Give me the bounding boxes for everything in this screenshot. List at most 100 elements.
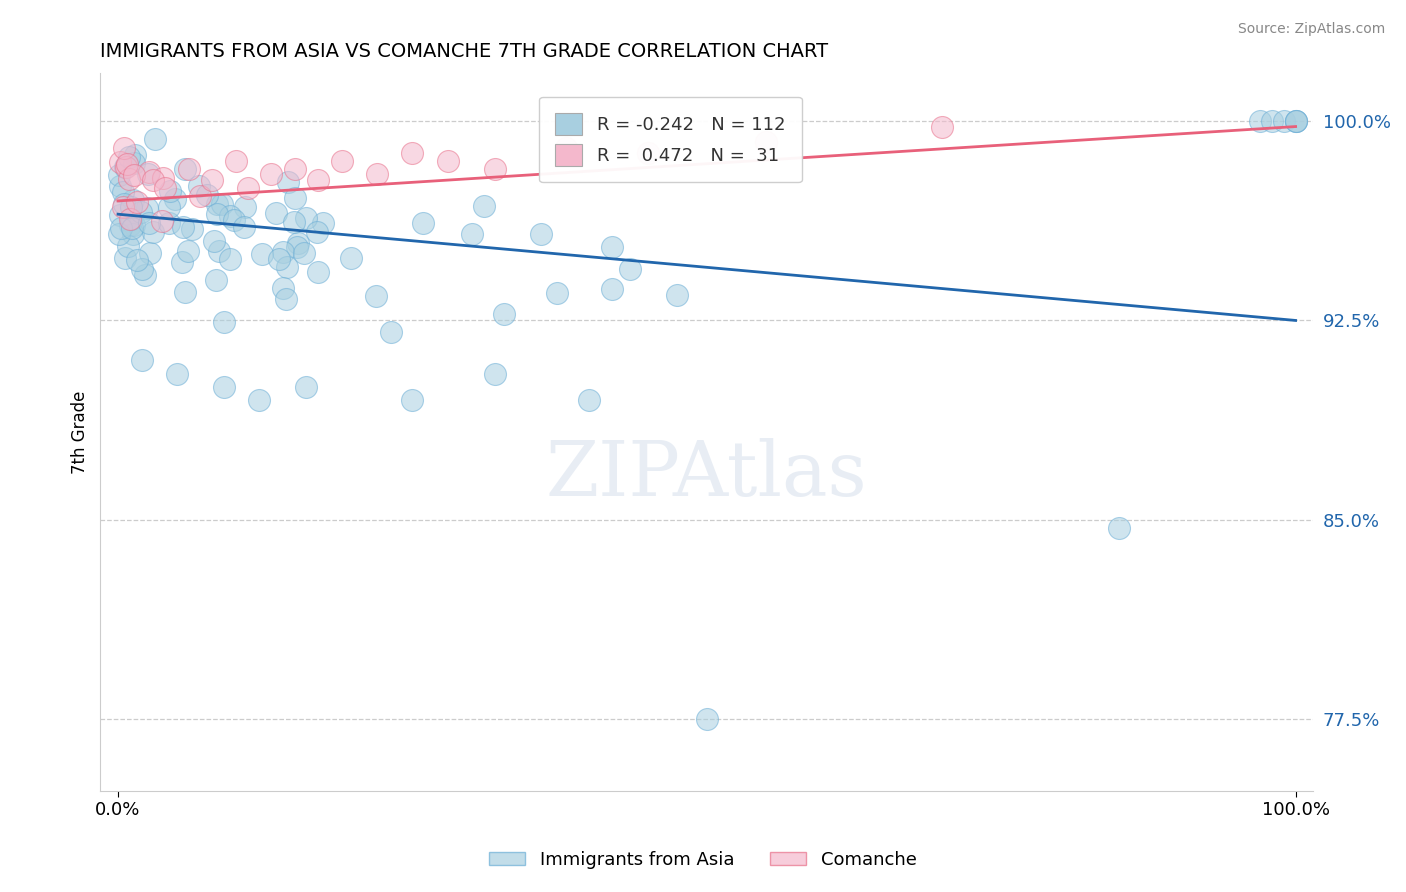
Point <box>218 252 240 266</box>
Point <box>131 262 153 277</box>
Point <box>131 204 153 219</box>
Point <box>134 268 156 282</box>
Point <box>307 172 329 186</box>
Point <box>1284 114 1306 128</box>
Point <box>380 325 402 339</box>
Point <box>619 262 641 277</box>
Point <box>138 164 160 178</box>
Point <box>578 393 600 408</box>
Point <box>110 221 132 235</box>
Point <box>207 196 229 211</box>
Point <box>177 244 200 258</box>
Point <box>195 188 218 202</box>
Point <box>285 240 308 254</box>
Point <box>108 155 131 169</box>
Point <box>218 209 240 223</box>
Point <box>554 141 576 155</box>
Point <box>114 161 136 175</box>
Point <box>187 179 209 194</box>
Point <box>273 281 295 295</box>
Y-axis label: 7th Grade: 7th Grade <box>72 391 89 474</box>
Point <box>136 201 159 215</box>
Point <box>150 213 173 227</box>
Point <box>142 172 165 186</box>
Point <box>117 172 139 186</box>
Point <box>159 184 181 198</box>
Point <box>366 167 388 181</box>
Point <box>121 227 143 241</box>
Point <box>120 212 142 227</box>
Point <box>138 216 160 230</box>
Point <box>174 161 197 176</box>
Legend: R = -0.242   N = 112, R =  0.472   N =  31: R = -0.242 N = 112, R = 0.472 N = 31 <box>538 97 801 182</box>
Point <box>1108 521 1130 535</box>
Point <box>127 252 149 267</box>
Point <box>166 367 188 381</box>
Point <box>412 216 434 230</box>
Point <box>931 120 953 134</box>
Point <box>122 156 145 170</box>
Point <box>212 380 235 394</box>
Point <box>1284 114 1306 128</box>
Point <box>600 282 623 296</box>
Point <box>276 260 298 274</box>
Point <box>484 367 506 381</box>
Point <box>1284 114 1306 128</box>
Point <box>308 265 330 279</box>
Text: ZIPAtlas: ZIPAtlas <box>546 438 868 512</box>
Point <box>208 244 231 258</box>
Point <box>108 169 131 183</box>
Point <box>260 167 283 181</box>
Point <box>125 195 148 210</box>
Point <box>461 227 484 241</box>
Point <box>224 213 246 227</box>
Point <box>307 225 329 239</box>
Point <box>136 167 159 181</box>
Point <box>1272 114 1295 128</box>
Point <box>108 178 131 193</box>
Point <box>107 227 129 242</box>
Point <box>108 208 131 222</box>
Point <box>177 162 200 177</box>
Point <box>157 200 180 214</box>
Point <box>181 222 204 236</box>
Point <box>121 221 143 235</box>
Point <box>115 160 138 174</box>
Point <box>250 246 273 260</box>
Point <box>153 180 176 194</box>
Point <box>484 162 506 177</box>
Point <box>111 201 134 215</box>
Point <box>277 175 299 189</box>
Point <box>401 393 423 408</box>
Point <box>190 188 212 202</box>
Point <box>666 287 689 301</box>
Point <box>225 154 247 169</box>
Point <box>233 200 256 214</box>
Point <box>311 215 333 229</box>
Point <box>267 252 290 267</box>
Point <box>283 215 305 229</box>
Point <box>637 146 659 161</box>
Point <box>366 289 388 303</box>
Point <box>114 251 136 265</box>
Point <box>112 197 135 211</box>
Point <box>170 255 193 269</box>
Point <box>236 180 259 194</box>
Point <box>276 292 298 306</box>
Point <box>205 207 228 221</box>
Point <box>202 234 225 248</box>
Point <box>201 172 224 186</box>
Point <box>696 712 718 726</box>
Text: IMMIGRANTS FROM ASIA VS COMANCHE 7TH GRADE CORRELATION CHART: IMMIGRANTS FROM ASIA VS COMANCHE 7TH GRA… <box>100 42 828 61</box>
Point <box>295 380 318 394</box>
Point <box>122 168 145 182</box>
Point <box>401 146 423 161</box>
Point <box>271 244 294 259</box>
Point <box>115 157 138 171</box>
Point <box>247 393 270 408</box>
Point <box>172 220 194 235</box>
Point <box>124 219 146 233</box>
Point <box>292 246 315 260</box>
Point <box>117 239 139 253</box>
Point <box>157 216 180 230</box>
